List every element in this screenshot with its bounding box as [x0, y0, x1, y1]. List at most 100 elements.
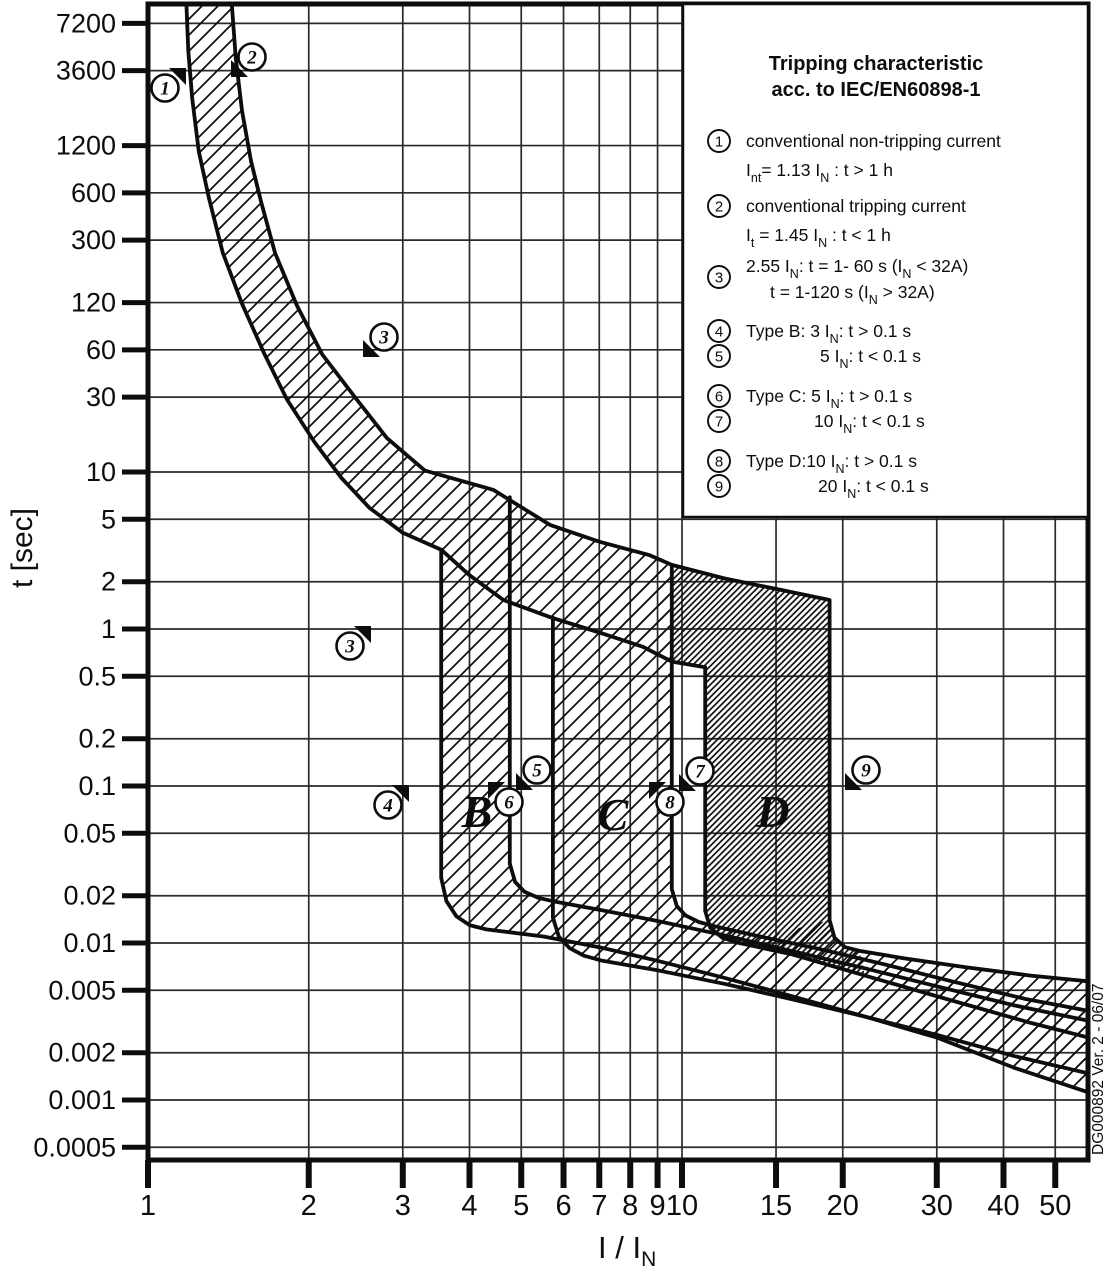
legend-number-1-icon: [707, 129, 731, 153]
marker-number-label: 8: [665, 793, 675, 814]
legend-item: 6 Type C: 5 IN: t > 0.1 s: [707, 384, 912, 411]
legend-number-label: 2: [715, 199, 723, 216]
curve-marker-1: 1: [150, 68, 186, 103]
marker-circle-icon: [369, 322, 399, 352]
curve-marker-8: 8: [649, 782, 685, 817]
x-tick-label: 6: [555, 1190, 571, 1222]
x-tick-label: 4: [461, 1190, 477, 1222]
legend-number-8-icon: [707, 449, 731, 473]
y-tick-label: 7200: [56, 8, 116, 38]
curve-marker-9: 9: [845, 755, 881, 790]
marker-flag-icon: [679, 774, 696, 791]
legend-number-label: 1: [715, 134, 723, 151]
curve-marker-6: 6: [488, 782, 524, 817]
marker-flag-icon: [169, 68, 186, 85]
legend-item-text: t = 1-120 s (IN > 32A): [770, 282, 935, 307]
marker-number-label: 9: [861, 761, 871, 782]
legend-number-7-icon: [707, 409, 731, 433]
marker-circle-icon: [522, 755, 552, 785]
x-tick-label: 8: [622, 1190, 638, 1222]
y-tick-label: 2: [101, 567, 116, 597]
type-d-region: [671, 564, 865, 976]
marker-flag-icon: [363, 340, 380, 357]
marker-flag-icon: [392, 785, 409, 802]
marker-number-label: 1: [160, 79, 170, 100]
x-tick-label: 30: [921, 1190, 953, 1222]
y-tick-label: 3600: [56, 56, 116, 86]
legend-number-label: 4: [715, 324, 723, 341]
x-tick-label: 20: [827, 1190, 859, 1222]
legend-item-text: Int= 1.13 IN : t > 1 h: [746, 160, 893, 185]
y-tick-label: 30: [86, 382, 116, 412]
y-tick-label: 0.05: [63, 818, 116, 848]
legend-title-line2: acc. to IEC/EN60898-1: [772, 79, 981, 101]
legend-number-label: 9: [715, 479, 723, 496]
legend-number-2-icon: [707, 194, 731, 218]
marker-number-label: 3: [378, 328, 389, 349]
marker-flag-icon: [516, 773, 533, 790]
legend-item-text: conventional non-tripping current: [746, 131, 1001, 151]
legend-box: [681, 2, 1090, 519]
curve-strokes: [184, 5, 1087, 1094]
x-tick-label: 3: [395, 1190, 411, 1222]
zone-letters: B C D: [461, 786, 790, 840]
legend-item-text: 10 IN: t < 0.1 s: [814, 411, 925, 436]
legend-number-6-icon: [707, 384, 731, 408]
legend-item: 2 conventional tripping current It = 1.45 …: [707, 194, 966, 250]
x-tick-label: 2: [301, 1190, 317, 1222]
x-tick-label: 1: [140, 1190, 156, 1222]
y-tick-label: 120: [71, 288, 116, 318]
y-tick-label: 300: [71, 225, 116, 255]
zone-label-B: B: [461, 786, 493, 837]
y-tick-label: 600: [71, 178, 116, 208]
y-tick-label: 0.01: [63, 928, 116, 958]
curve-marker-3: 3: [363, 322, 399, 357]
c-upper-curve: [669, 563, 1087, 1013]
marker-circle-icon: [150, 73, 180, 103]
marker-flag-icon: [488, 782, 505, 799]
legend-item-text: Type C: 5 IN: t > 0.1 s: [746, 386, 912, 411]
legend-item: 7 10 IN: t < 0.1 s: [707, 409, 925, 436]
marker-circle-icon: [655, 787, 685, 817]
type-c-region: [552, 564, 1087, 1074]
x-axis-title: I / IN: [598, 1230, 656, 1271]
marker-circle-icon: [335, 631, 365, 661]
x-tick-label: 40: [987, 1190, 1019, 1222]
legend-item-text: It = 1.45 IN : t < 1 h: [746, 225, 891, 250]
marker-number-label: 7: [695, 762, 706, 783]
x-tick-label: 7: [591, 1190, 607, 1222]
b-upper-curve: [507, 495, 1087, 1023]
y-tick-label: 0.5: [78, 661, 116, 691]
marker-circle-icon: [685, 756, 715, 786]
watermark-text: DG000892 Ver. 2 - 06/07: [1090, 984, 1107, 1155]
legend-number-label: 8: [715, 454, 723, 471]
curve-marker-2: 2: [231, 42, 267, 77]
y-tick-label: 0.001: [48, 1085, 116, 1115]
y-tick-label: 10: [86, 457, 116, 487]
y-tick-label: 5: [101, 504, 116, 534]
marker-circle-icon: [373, 790, 403, 820]
legend-item: 5 5 IN: t < 0.1 s: [707, 344, 921, 371]
legend-number-label: 5: [715, 349, 723, 366]
legend-title-line1: Tripping characteristic: [769, 53, 984, 75]
legend-item-text: Type D:10 IN: t > 0.1 s: [746, 451, 917, 476]
legend-item-text: 20 IN: t < 0.1 s: [818, 476, 929, 501]
marker-flag-icon: [845, 773, 862, 790]
legend-item-text: conventional tripping current: [746, 196, 966, 216]
curve-marker-3: 3: [335, 626, 371, 661]
y-tick-label: 60: [86, 335, 116, 365]
legend-item: 3 2.55 IN: t = 1- 60 s (IN < 32A)t = 1-12…: [707, 256, 968, 307]
legend-item-text: 5 IN: t < 0.1 s: [820, 346, 921, 371]
y-tick-label: 0.02: [63, 881, 116, 911]
legend-number-4-icon: [707, 319, 731, 343]
marker-flag-icon: [649, 782, 666, 799]
marker-number-label: 2: [246, 48, 257, 69]
axis-ticks: 7200360012006003001206030105210.50.20.10…: [33, 8, 1071, 1222]
legend-item: 9 20 IN: t < 0.1 s: [707, 474, 929, 501]
legend-item-text: Type B: 3 IN: t > 0.1 s: [746, 321, 911, 346]
x-tick-label: 10: [666, 1190, 698, 1222]
legend-item: 4 Type B: 3 IN: t > 0.1 s: [707, 319, 911, 346]
